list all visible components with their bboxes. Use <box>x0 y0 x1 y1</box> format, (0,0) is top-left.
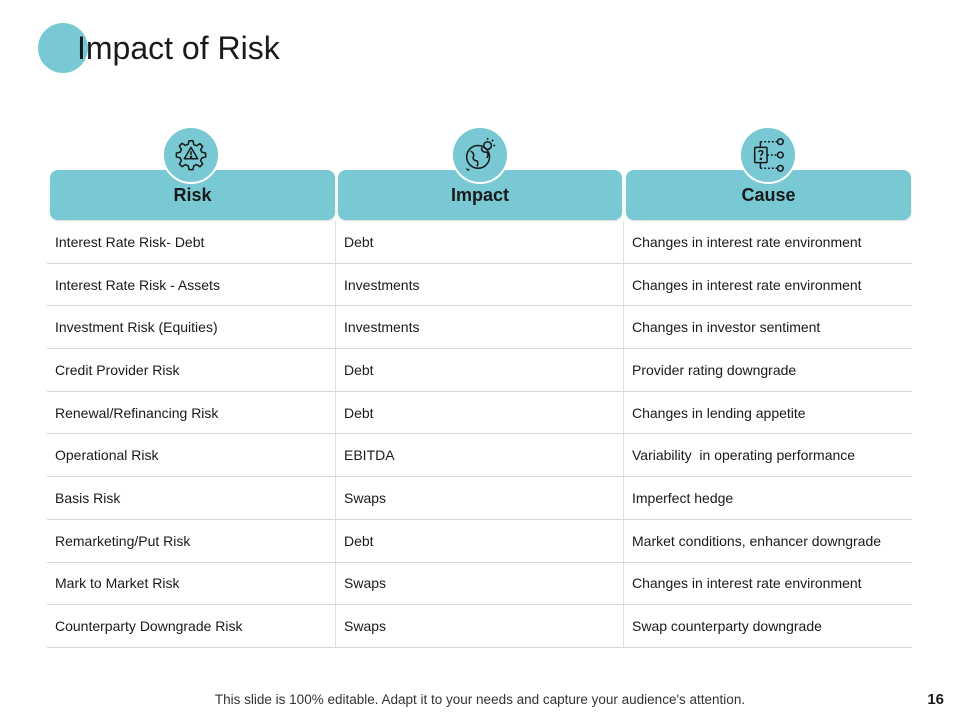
risk-cell: Remarketing/Put Risk <box>47 519 336 562</box>
risk-cell: Mark to Market Risk <box>47 562 336 605</box>
risk-cell: Counterparty Downgrade Risk <box>47 605 336 647</box>
table-row: Investment Risk (Equities) Investments C… <box>47 306 912 350</box>
impact-cell: EBITDA <box>336 434 624 477</box>
cause-cell: Changes in interest rate environment <box>632 276 862 293</box>
table-row: Basis Risk Swaps Imperfect hedge <box>47 477 912 520</box>
risk-cell: Investment Risk (Equities) <box>47 306 336 349</box>
impact-cell: Investments <box>336 263 624 306</box>
footer-note: This slide is 100% editable. Adapt it to… <box>214 692 746 707</box>
table-row: Credit Provider Risk Debt Provider ratin… <box>47 349 912 392</box>
impact-cell: Swaps <box>336 562 624 605</box>
cause-cell: Changes in interest rate environment <box>632 233 862 250</box>
cause-cell: Swap counterparty downgrade <box>632 618 822 635</box>
impact-cell: Debt <box>336 391 624 434</box>
cause-cell: Market conditions, enhancer downgrade <box>632 532 882 549</box>
gear-warning-icon <box>162 126 220 184</box>
cause-cell: Provider rating downgrade <box>632 361 797 378</box>
impact-cell: Debt <box>336 349 624 391</box>
table-row: Operational Risk EBITDA Variability in o… <box>47 434 912 478</box>
table-row: Remarketing/Put Risk Debt Market conditi… <box>47 519 912 563</box>
risk-cell: Interest Rate Risk- Debt <box>47 221 336 263</box>
impact-cell: Debt <box>336 519 624 562</box>
table-row: Interest Rate Risk - Assets Investments … <box>47 263 912 307</box>
impact-cell: Swaps <box>336 477 624 519</box>
risk-cell: Interest Rate Risk - Assets <box>47 263 336 306</box>
table-row: Renewal/Refinancing Risk Debt Changes in… <box>47 391 912 435</box>
table-row: Interest Rate Risk- Debt Debt Changes in… <box>47 221 912 264</box>
risk-cell: Credit Provider Risk <box>47 349 336 391</box>
cause-cell: Changes in interest rate environment <box>632 575 862 592</box>
flow-question-icon <box>739 126 797 184</box>
cause-cell: Changes in investor sentiment <box>632 319 821 336</box>
table-row: Counterparty Downgrade Risk Swaps Swap c… <box>47 605 912 648</box>
page-title: Impact of Risk <box>77 30 280 66</box>
risk-cell: Basis Risk <box>47 477 336 519</box>
impact-cell: Investments <box>336 306 624 349</box>
cause-cell: Imperfect hedge <box>632 489 734 506</box>
impact-cell: Debt <box>336 221 624 263</box>
title-accent-dot <box>38 23 88 73</box>
cause-cell: Changes in lending appetite <box>632 404 806 421</box>
risk-cell: Operational Risk <box>47 434 336 477</box>
risk-cell: Renewal/Refinancing Risk <box>47 391 336 434</box>
table-row: Mark to Market Risk Swaps Changes in int… <box>47 562 912 606</box>
globe-sun-icon <box>451 126 509 184</box>
cause-cell: Variability in operating performance <box>632 447 856 464</box>
page-number: 16 <box>927 691 944 708</box>
impact-cell: Swaps <box>336 605 624 647</box>
risk-table: Interest Rate Risk- Debt Debt Changes in… <box>47 221 912 648</box>
